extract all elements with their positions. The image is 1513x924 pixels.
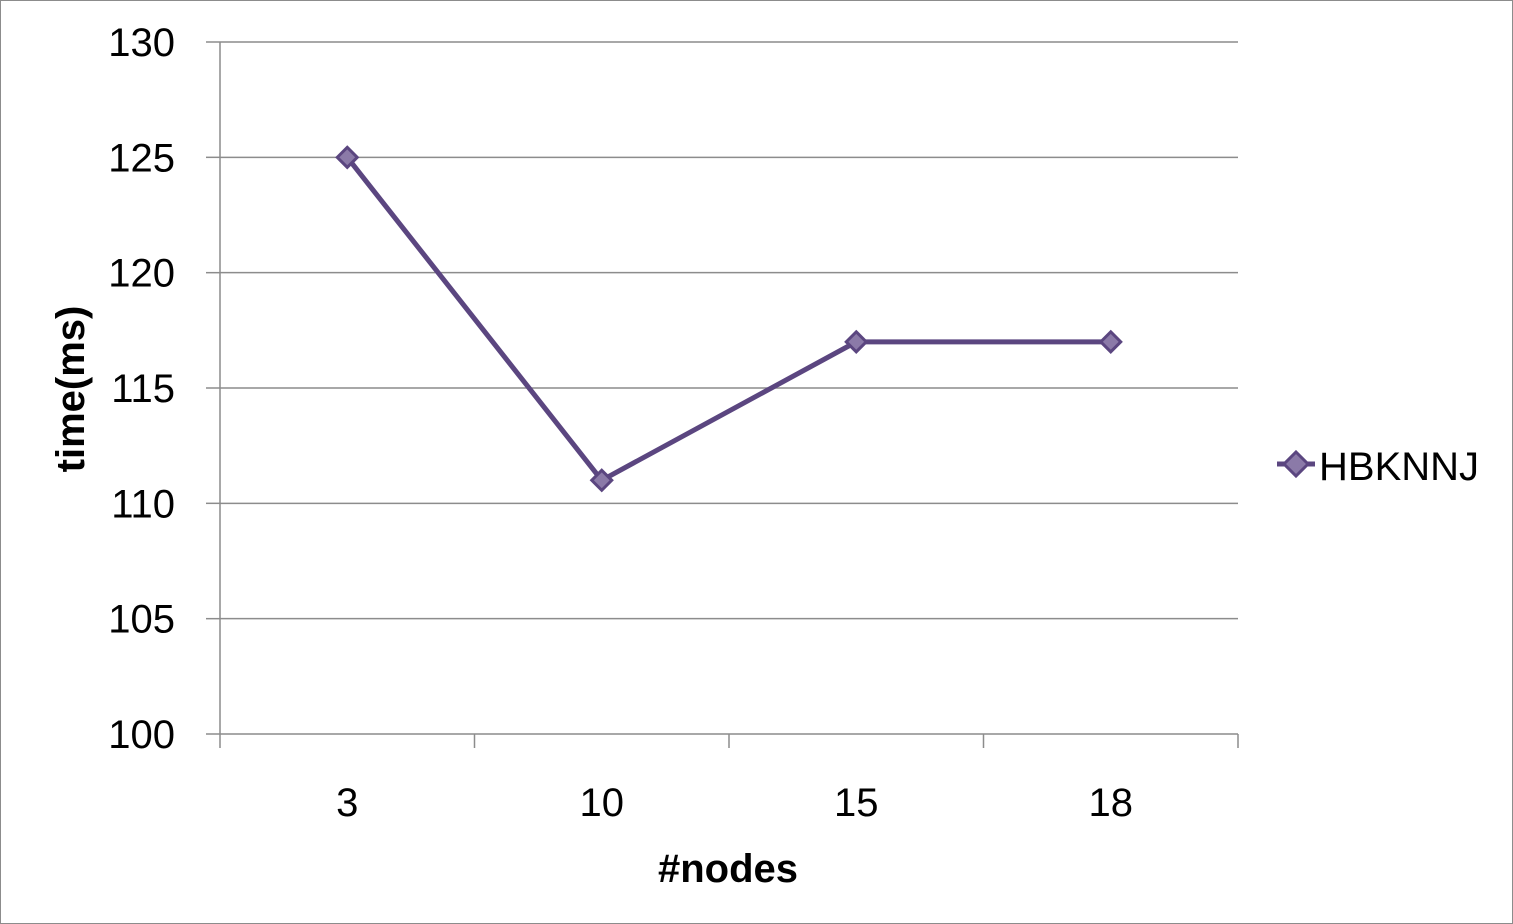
x-tick-label: 18 (1089, 781, 1134, 825)
x-tick-label: 15 (834, 781, 879, 825)
y-tick-labels: 100 105 110 115 120 125 130 (108, 21, 175, 757)
y-axis-title: time(ms) (49, 306, 93, 473)
y-tick-label: 130 (108, 21, 175, 65)
axes (206, 41, 1239, 748)
series-layer (335, 145, 1123, 493)
x-axis-title: #nodes (658, 847, 798, 891)
y-tick-label: 125 (108, 136, 175, 180)
legend-label-hbknnj: HBKNNJ (1319, 445, 1479, 489)
data-point-diamond-icon (1098, 329, 1123, 354)
x-tick-label: 10 (580, 781, 625, 825)
legend: HBKNNJ (1277, 445, 1479, 489)
y-tick-label: 100 (108, 713, 175, 757)
data-point-diamond-icon (335, 145, 360, 170)
y-tick-label: 120 (108, 252, 175, 296)
data-point-diamond-icon (589, 468, 614, 493)
data-point-diamond-icon (844, 329, 869, 354)
y-tick-label: 115 (111, 367, 175, 411)
gridlines (220, 41, 1238, 620)
y-tick-label: 105 (108, 598, 175, 642)
x-tick-label: 3 (336, 781, 358, 825)
y-tick-label: 110 (111, 482, 175, 526)
legend-diamond-icon (1281, 449, 1311, 479)
series-line-hbknnj (345, 155, 1111, 483)
x-tick-labels: 3 10 15 18 (336, 781, 1133, 825)
